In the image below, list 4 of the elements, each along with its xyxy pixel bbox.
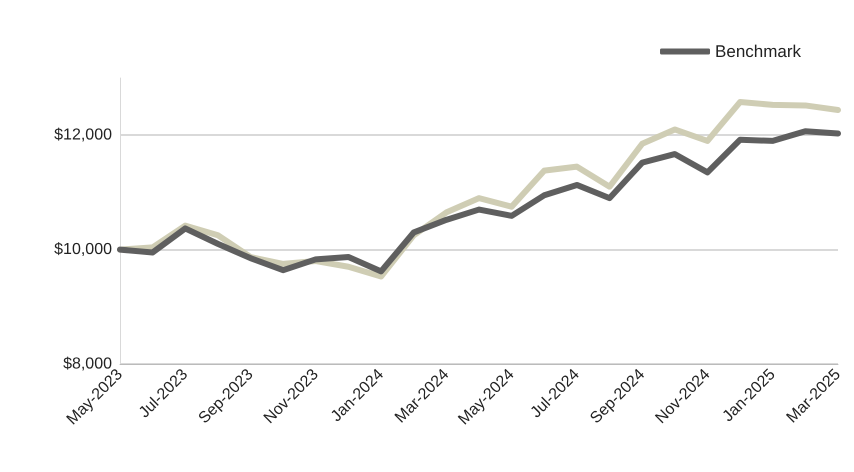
legend-label: Benchmark <box>715 42 802 61</box>
y-tick-label: $10,000 <box>54 241 112 258</box>
y-tick-label: $8,000 <box>63 356 112 372</box>
y-tick-label: $12,000 <box>54 126 112 144</box>
